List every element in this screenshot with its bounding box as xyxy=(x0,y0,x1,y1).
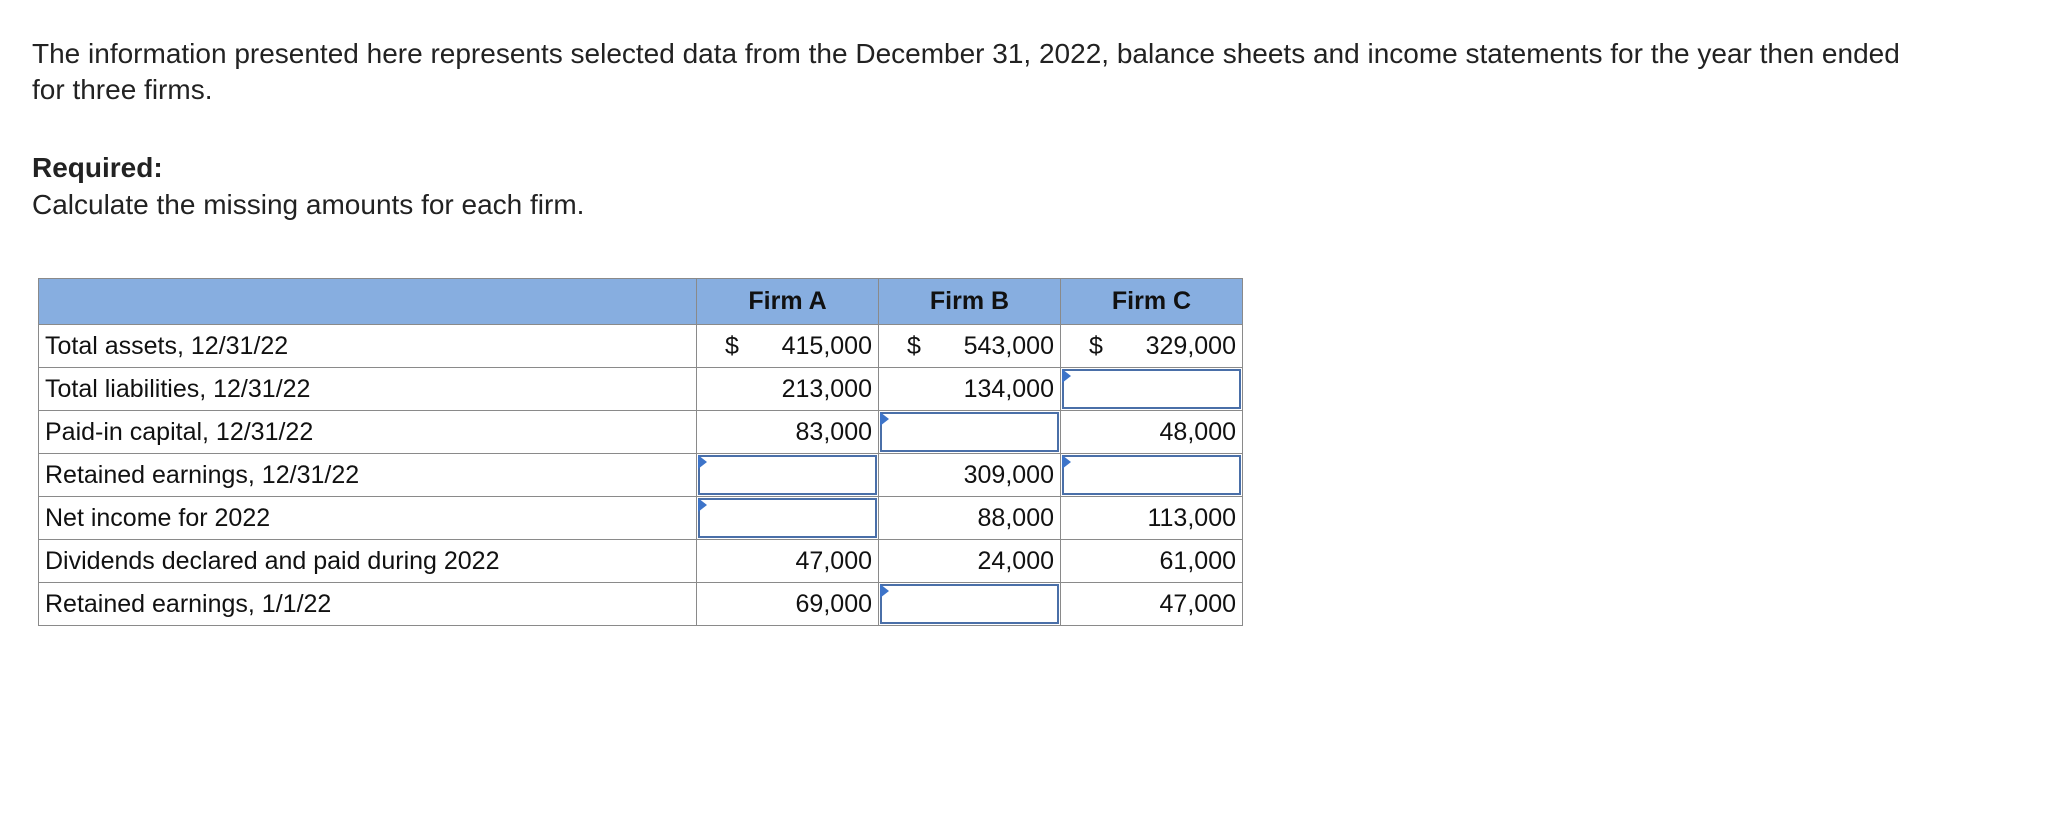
input-marker-icon xyxy=(1062,369,1071,383)
value: 329,000 xyxy=(1145,331,1236,360)
firm-a-retained-earnings-begin: 69,000 xyxy=(696,582,879,626)
input-marker-icon xyxy=(1062,455,1071,469)
firm-a-dividends: 47,000 xyxy=(696,539,879,583)
firm-data-table: Firm A Firm B Firm C Total assets, 12/31… xyxy=(38,278,1243,626)
answer-input-box[interactable] xyxy=(1062,369,1241,409)
table-row: Paid-in capital, 12/31/22 83,000 48,000 xyxy=(38,410,1243,454)
value: 88,000 xyxy=(977,503,1054,532)
dollar-sign: $ xyxy=(907,331,921,360)
answer-input-box[interactable] xyxy=(880,584,1059,624)
value: 61,000 xyxy=(1159,546,1236,575)
firm-c-net-income: 113,000 xyxy=(1060,496,1243,540)
value: 309,000 xyxy=(963,460,1054,489)
table-row: Total assets, 12/31/22 $ 415,000 $ 543,0… xyxy=(38,324,1243,368)
value: 69,000 xyxy=(795,589,872,618)
firm-b-paid-in-capital-input[interactable] xyxy=(878,410,1061,454)
dollar-sign: $ xyxy=(1089,331,1103,360)
answer-input-box[interactable] xyxy=(1062,455,1241,495)
firm-b-total-assets: $ 543,000 xyxy=(878,324,1061,368)
firm-b-retained-earnings-end: 309,000 xyxy=(878,453,1061,497)
table-row: Retained earnings, 1/1/22 69,000 47,000 xyxy=(38,582,1243,626)
value: 134,000 xyxy=(963,374,1054,403)
answer-input-box[interactable] xyxy=(698,455,877,495)
required-instructions: Calculate the missing amounts for each f… xyxy=(32,189,585,220)
firm-c-total-assets: $ 329,000 xyxy=(1060,324,1243,368)
value: 543,000 xyxy=(963,331,1054,360)
header-blank-cell xyxy=(38,278,697,325)
table-row: Total liabilities, 12/31/22 213,000 134,… xyxy=(38,367,1243,411)
row-label: Dividends declared and paid during 2022 xyxy=(38,539,697,583)
value: 48,000 xyxy=(1159,417,1236,446)
firm-b-retained-earnings-begin-input[interactable] xyxy=(878,582,1061,626)
header-firm-c: Firm C xyxy=(1060,278,1243,325)
firm-c-total-liabilities-input[interactable] xyxy=(1060,367,1243,411)
row-label: Total assets, 12/31/22 xyxy=(38,324,697,368)
value: 213,000 xyxy=(781,374,872,403)
firm-c-retained-earnings-end-input[interactable] xyxy=(1060,453,1243,497)
firm-a-retained-earnings-end-input[interactable] xyxy=(696,453,879,497)
table-row: Net income for 2022 88,000 113,000 xyxy=(38,496,1243,540)
value: 24,000 xyxy=(977,546,1054,575)
answer-input-box[interactable] xyxy=(698,498,877,538)
answer-input-box[interactable] xyxy=(880,412,1059,452)
input-marker-icon xyxy=(698,498,707,512)
row-label: Net income for 2022 xyxy=(38,496,697,540)
input-marker-icon xyxy=(698,455,707,469)
input-marker-icon xyxy=(880,584,889,598)
firm-b-dividends: 24,000 xyxy=(878,539,1061,583)
row-label: Paid-in capital, 12/31/22 xyxy=(38,410,697,454)
input-marker-icon xyxy=(880,412,889,426)
row-label: Total liabilities, 12/31/22 xyxy=(38,367,697,411)
header-firm-a: Firm A xyxy=(696,278,879,325)
required-heading: Required: xyxy=(32,152,163,183)
firm-b-net-income: 88,000 xyxy=(878,496,1061,540)
firm-a-total-liabilities: 213,000 xyxy=(696,367,879,411)
table-header-row: Firm A Firm B Firm C xyxy=(38,278,1243,325)
value: 47,000 xyxy=(1159,589,1236,618)
row-label: Retained earnings, 1/1/22 xyxy=(38,582,697,626)
row-label: Retained earnings, 12/31/22 xyxy=(38,453,697,497)
firm-c-retained-earnings-begin: 47,000 xyxy=(1060,582,1243,626)
firm-a-total-assets: $ 415,000 xyxy=(696,324,879,368)
firm-b-total-liabilities: 134,000 xyxy=(878,367,1061,411)
value: 83,000 xyxy=(795,417,872,446)
firm-c-dividends: 61,000 xyxy=(1060,539,1243,583)
table-row: Retained earnings, 12/31/22 309,000 xyxy=(38,453,1243,497)
firm-a-paid-in-capital: 83,000 xyxy=(696,410,879,454)
value: 47,000 xyxy=(795,546,872,575)
header-firm-b: Firm B xyxy=(878,278,1061,325)
value: 113,000 xyxy=(1147,503,1236,532)
intro-paragraph: The information presented here represent… xyxy=(32,38,1900,105)
value: 415,000 xyxy=(781,331,872,360)
table-row: Dividends declared and paid during 2022 … xyxy=(38,539,1243,583)
dollar-sign: $ xyxy=(725,331,739,360)
firm-a-net-income-input[interactable] xyxy=(696,496,879,540)
firm-c-paid-in-capital: 48,000 xyxy=(1060,410,1243,454)
